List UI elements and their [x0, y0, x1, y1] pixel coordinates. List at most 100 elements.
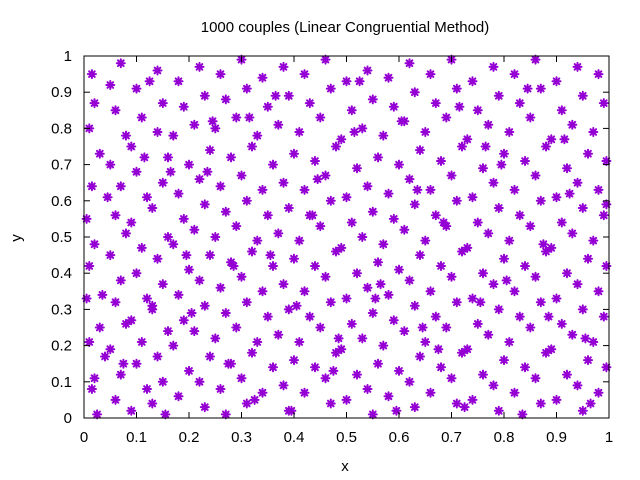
data-point: [409, 402, 420, 413]
data-point: [504, 127, 515, 137]
data-point: [488, 380, 499, 391]
x-tick-label: 0.3: [231, 429, 252, 446]
data-point: [509, 184, 520, 195]
data-point: [262, 311, 273, 322]
data-point: [412, 184, 423, 195]
x-tick-label: 0: [80, 429, 88, 446]
data-point: [530, 373, 541, 384]
data-point: [378, 239, 389, 250]
data-point: [181, 250, 192, 261]
data-point: [236, 373, 247, 384]
data-point: [310, 156, 320, 166]
data-point: [551, 394, 562, 405]
data-point: [147, 398, 158, 409]
data-point: [165, 166, 176, 177]
y-tick-label: 0.7: [51, 157, 72, 174]
data-point: [142, 293, 152, 304]
data-point: [307, 210, 318, 221]
data-point: [152, 351, 163, 362]
data-point: [94, 322, 105, 333]
points-layer: [81, 54, 612, 420]
data-point: [357, 232, 368, 242]
data-point: [81, 213, 92, 224]
data-point: [89, 98, 100, 109]
data-point: [283, 304, 294, 315]
data-point: [388, 213, 399, 224]
data-point: [567, 228, 578, 239]
data-point: [215, 282, 226, 293]
data-point: [262, 210, 273, 221]
data-point: [289, 253, 299, 264]
data-point: [220, 409, 231, 420]
data-point: [499, 355, 509, 366]
data-point: [331, 246, 341, 257]
data-point: [457, 347, 467, 358]
data-point: [152, 65, 163, 76]
data-point: [194, 61, 205, 72]
data-point: [493, 203, 504, 213]
data-point: [572, 61, 583, 72]
data-point: [577, 304, 588, 315]
data-point: [184, 159, 194, 170]
y-tick-label: 0.3: [51, 301, 72, 318]
data-point: [325, 297, 336, 308]
data-point: [535, 297, 546, 308]
data-point: [601, 156, 612, 166]
data-point: [520, 261, 530, 271]
data-point: [601, 199, 612, 210]
data-point: [252, 235, 263, 246]
data-point: [525, 322, 536, 333]
data-point: [173, 76, 184, 87]
data-point: [462, 242, 473, 253]
data-point: [370, 293, 381, 304]
data-point: [367, 409, 378, 420]
data-point: [210, 333, 221, 344]
data-point: [328, 365, 339, 376]
data-point: [110, 297, 121, 308]
data-point: [157, 98, 168, 109]
data-point: [310, 362, 320, 373]
data-point: [551, 76, 562, 87]
data-point: [352, 268, 362, 279]
data-point: [514, 311, 525, 322]
data-point: [252, 337, 263, 347]
data-point: [530, 54, 541, 65]
data-point: [105, 344, 116, 355]
data-point: [163, 326, 173, 337]
data-point: [257, 184, 268, 195]
data-point: [184, 264, 194, 275]
y-tick-label: 0.5: [51, 229, 72, 246]
data-point: [415, 351, 425, 362]
data-point: [394, 365, 404, 376]
data-point: [126, 141, 137, 152]
data-point: [352, 369, 362, 380]
data-point: [86, 384, 97, 394]
data-point: [131, 358, 142, 369]
data-point: [168, 239, 179, 250]
data-point: [131, 83, 142, 94]
data-point: [220, 206, 231, 217]
data-point: [583, 355, 593, 366]
data-point: [325, 398, 336, 409]
data-point: [583, 253, 593, 264]
data-point: [173, 188, 184, 199]
data-point: [215, 69, 226, 80]
data-point: [541, 246, 551, 257]
data-point: [118, 358, 129, 369]
data-point: [436, 362, 446, 373]
data-point: [446, 373, 457, 384]
data-point: [202, 166, 213, 177]
data-point: [585, 398, 596, 409]
data-point: [294, 235, 305, 246]
data-point: [441, 112, 452, 123]
data-point: [433, 344, 444, 355]
data-point: [194, 376, 205, 387]
y-tick-label: 1: [64, 48, 72, 65]
data-point: [163, 152, 173, 163]
data-point: [496, 159, 507, 170]
data-point: [241, 195, 252, 206]
data-point: [268, 159, 278, 170]
data-point: [383, 289, 394, 300]
data-point: [100, 351, 110, 362]
data-point: [562, 163, 572, 174]
